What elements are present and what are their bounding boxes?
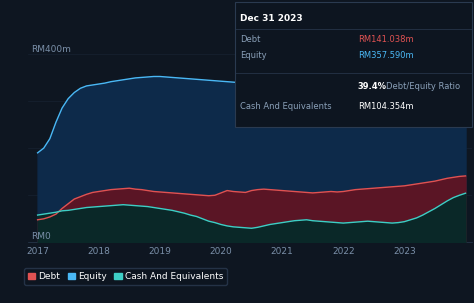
Text: Debt/Equity Ratio: Debt/Equity Ratio [386, 82, 460, 92]
Text: Cash And Equivalents: Cash And Equivalents [240, 102, 332, 111]
Text: RM357.590m: RM357.590m [358, 51, 413, 60]
Text: RM141.038m: RM141.038m [358, 35, 413, 45]
Text: 39.4%: 39.4% [358, 82, 387, 92]
Legend: Debt, Equity, Cash And Equivalents: Debt, Equity, Cash And Equivalents [24, 268, 227, 285]
Text: RM104.354m: RM104.354m [358, 102, 413, 111]
Text: RM400m: RM400m [31, 45, 71, 54]
Text: RM0: RM0 [31, 232, 50, 241]
Text: Equity: Equity [240, 51, 267, 60]
Text: Debt: Debt [240, 35, 261, 45]
Text: Dec 31 2023: Dec 31 2023 [240, 14, 303, 23]
